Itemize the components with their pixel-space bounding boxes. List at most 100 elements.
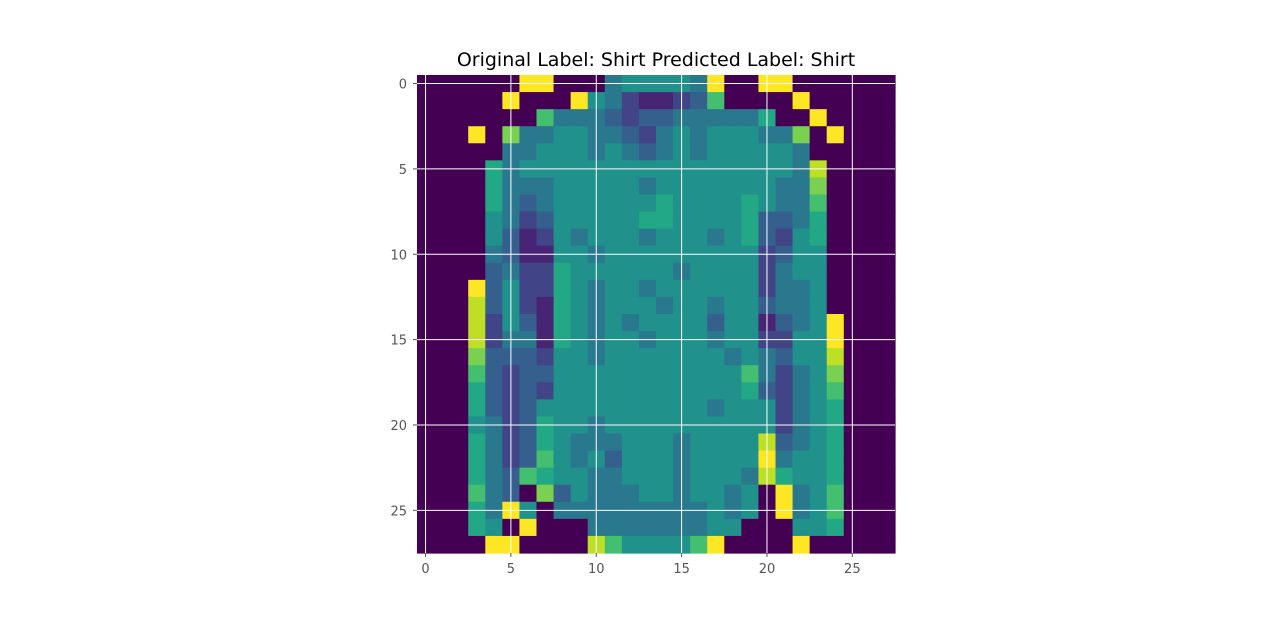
heatmap-cell	[656, 279, 674, 298]
heatmap-cell	[485, 450, 503, 469]
heatmap-cell	[604, 296, 623, 315]
heatmap-cell	[775, 126, 794, 144]
heatmap-cell	[707, 467, 725, 486]
heatmap-cell	[570, 535, 589, 554]
heatmap-cell	[826, 518, 845, 537]
heatmap-cell	[724, 228, 742, 247]
y-axis: 0 5 10 15 20 25	[390, 78, 417, 519]
heatmap-cell	[468, 126, 486, 144]
heatmap-cell	[656, 467, 674, 486]
heatmap-cell	[877, 92, 896, 110]
heatmap-cell	[604, 262, 623, 281]
heatmap-cell	[690, 399, 708, 418]
heatmap-cell	[570, 348, 589, 366]
heatmap-cell	[451, 262, 469, 281]
heatmap-cell	[724, 279, 742, 298]
heatmap-cell	[690, 279, 708, 298]
heatmap-cell	[570, 382, 589, 400]
heatmap-cell	[553, 296, 572, 315]
heatmap-cell	[877, 518, 896, 537]
heatmap-cell	[860, 262, 879, 281]
heatmap-cell	[570, 467, 589, 486]
heatmap-cell	[724, 467, 742, 486]
heatmap-cell	[434, 228, 452, 247]
heatmap-cell	[792, 399, 811, 418]
heatmap-cell	[570, 279, 589, 298]
heatmap-cell	[809, 211, 828, 230]
heatmap-cell	[621, 450, 640, 469]
heatmap-cell	[741, 518, 760, 537]
heatmap-cell	[638, 433, 657, 452]
heatmap-cell	[485, 382, 503, 400]
heatmap-cell	[434, 484, 452, 503]
heatmap-cell	[826, 211, 845, 230]
heatmap-cell	[570, 92, 589, 110]
heatmap-cell	[434, 467, 452, 486]
heatmap-cell	[570, 518, 589, 537]
heatmap-cell	[638, 382, 657, 400]
heatmap-cell	[690, 177, 708, 196]
heatmap-cell	[553, 450, 572, 469]
heatmap-cell	[519, 314, 538, 332]
heatmap-cell	[604, 484, 623, 503]
heatmap-cell	[621, 194, 640, 213]
heatmap-cell	[724, 365, 742, 383]
heatmap-cell	[451, 296, 469, 315]
heatmap-cell	[877, 177, 896, 196]
heatmap-cell	[792, 92, 811, 110]
x-axis: 0 5 10 15 20 25	[421, 553, 861, 577]
heatmap-cell	[468, 535, 486, 554]
heatmap-cell	[877, 228, 896, 247]
heatmap-cell	[741, 296, 760, 315]
heatmap-cell	[860, 177, 879, 196]
heatmap-cell	[536, 109, 555, 127]
heatmap-cell	[792, 194, 811, 213]
heatmap-cell	[656, 518, 674, 537]
heatmap-cell	[741, 535, 760, 554]
heatmap-cell	[468, 296, 486, 315]
heatmap-cell	[434, 535, 452, 554]
heatmap-cell	[707, 535, 725, 554]
heatmap-cell	[860, 467, 879, 486]
heatmap-cell	[707, 228, 725, 247]
heatmap-cell	[775, 109, 794, 127]
heatmap-cell	[826, 143, 845, 161]
heatmap-cell	[604, 109, 623, 127]
heatmap-cell	[860, 484, 879, 503]
heatmap-cell	[826, 92, 845, 110]
heatmap-cell	[451, 399, 469, 418]
heatmap-cell	[724, 399, 742, 418]
heatmap-cell	[485, 467, 503, 486]
heatmap-cell	[451, 143, 469, 161]
heatmap-cell	[792, 365, 811, 383]
heatmap-cell	[724, 211, 742, 230]
heatmap-cell	[860, 211, 879, 230]
heatmap-cell	[877, 348, 896, 366]
heatmap-cell	[877, 433, 896, 452]
heatmap-cell	[536, 433, 555, 452]
heatmap-cell	[877, 314, 896, 332]
x-tick-label: 25	[844, 562, 861, 577]
heatmap-cell	[621, 126, 640, 144]
heatmap-cell	[485, 262, 503, 281]
heatmap-cell	[638, 211, 657, 230]
heatmap-cell	[638, 109, 657, 127]
heatmap-cell	[604, 433, 623, 452]
heatmap-cell	[485, 279, 503, 298]
heatmap-cell	[604, 126, 623, 144]
heatmap-cell	[553, 177, 572, 196]
y-tick-label: 5	[399, 163, 407, 178]
heatmap-cell	[826, 177, 845, 196]
heatmap-cell	[485, 535, 503, 554]
heatmap-cell	[434, 177, 452, 196]
heatmap-cell	[536, 348, 555, 366]
heatmap-cell	[741, 365, 760, 383]
heatmap-cell	[519, 262, 538, 281]
heatmap-cell	[826, 433, 845, 452]
heatmap-cell	[468, 314, 486, 332]
heatmap-cell	[741, 279, 760, 298]
heatmap-cell	[485, 211, 503, 230]
heatmap-cell	[775, 211, 794, 230]
heatmap-cell	[690, 433, 708, 452]
heatmap-cell	[860, 279, 879, 298]
